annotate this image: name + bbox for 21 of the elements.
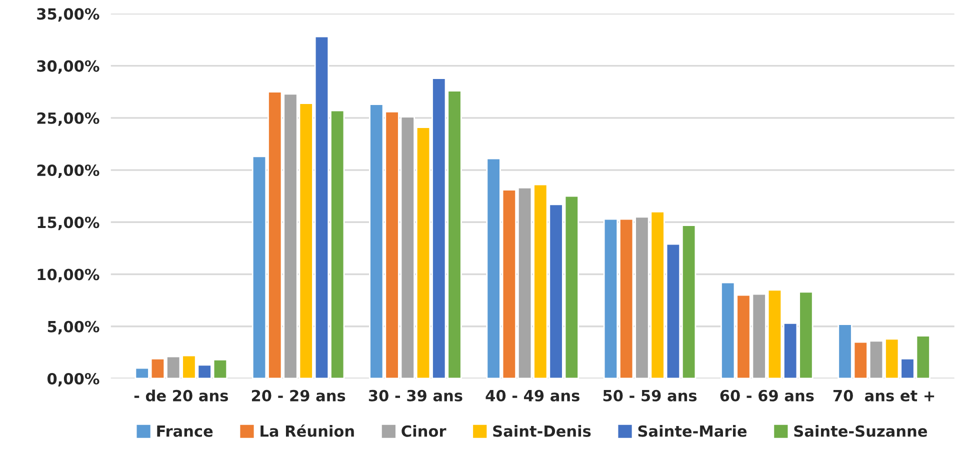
legend-label: Sainte-Marie (638, 425, 747, 437)
x-tick-label: 60 - 69 ans (720, 390, 814, 402)
y-tick-label: 25,00% (37, 112, 100, 126)
x-tick-label: 40 - 49 ans (486, 390, 580, 402)
y-tick-label: 5,00% (48, 320, 100, 334)
legend-label: Saint-Denis (493, 425, 591, 437)
legend-label: La Réunion (260, 424, 354, 437)
legend-label: Cinor (402, 425, 446, 437)
x-tick-label: 30 - 39 ans (368, 390, 462, 402)
y-tick-label: 35,00% (37, 8, 100, 22)
y-tick-label: 30,00% (37, 60, 100, 74)
y-tick-label: 10,00% (38, 268, 100, 282)
y-tick-label: 20,00% (37, 164, 100, 178)
x-tick-label: - de 20 ans (134, 390, 228, 402)
legend-label: France (157, 426, 213, 437)
x-tick-label: 50 - 59 ans (603, 390, 697, 402)
x-tick-label: 20 - 29 ans (252, 390, 346, 402)
legend-label: Sainte-Suzanne (794, 425, 928, 437)
y-tick-label: 0,00% (47, 372, 100, 386)
x-tick-label: 70 ans et + (833, 390, 934, 402)
y-tick-label: 15,00% (38, 216, 100, 230)
